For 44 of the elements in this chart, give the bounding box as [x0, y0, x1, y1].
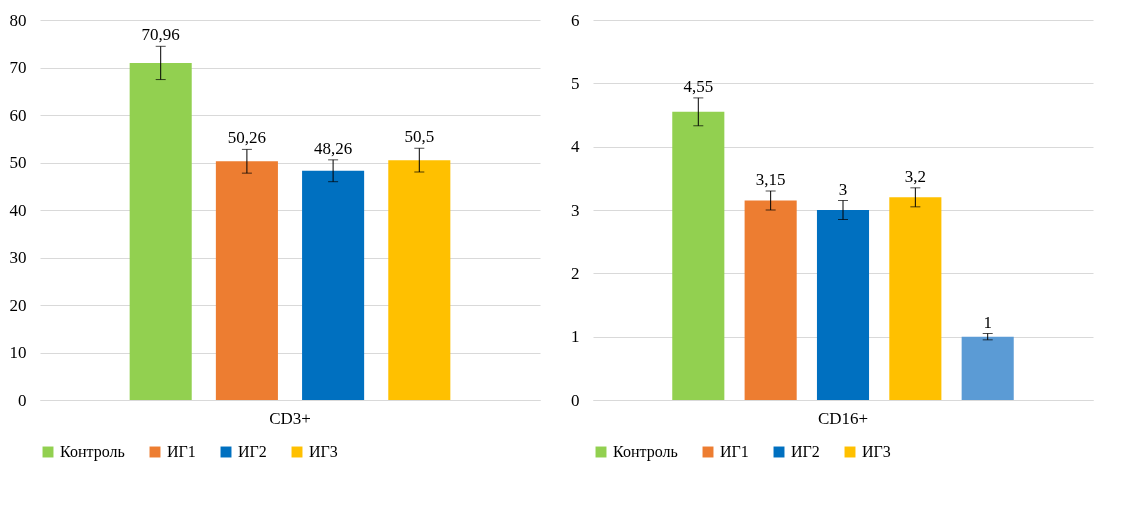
bar [215, 161, 278, 400]
bar [961, 336, 1014, 400]
data-label: 50,26 [227, 128, 267, 148]
y-tick-label: 2 [571, 263, 580, 283]
legend-label: ИГ2 [791, 443, 820, 460]
data-label: 3,2 [904, 166, 926, 186]
y-tick-label: 6 [571, 10, 580, 30]
legend-label: ИГ1 [720, 443, 749, 460]
data-label: 3,15 [755, 170, 786, 189]
y-tick-label: 50 [9, 153, 27, 172]
legend-label: Контроль [613, 443, 678, 461]
y-tick-label: 30 [9, 248, 27, 267]
y-tick-label: 20 [9, 295, 27, 315]
y-tick-label: 70 [9, 58, 27, 77]
legend-label: ИГ1 [167, 443, 196, 460]
bar [744, 200, 797, 400]
bar [129, 62, 192, 400]
data-label: 4,55 [683, 76, 714, 96]
legend-label: Контроль [60, 443, 125, 461]
legend-label: ИГ3 [862, 443, 891, 460]
y-tick-label: 40 [9, 200, 27, 220]
bar [889, 197, 942, 400]
y-tick-label: 10 [9, 343, 27, 362]
data-label: 1 [983, 312, 992, 332]
data-label: 50,5 [404, 127, 435, 147]
data-label: 3 [838, 179, 848, 199]
bar [302, 170, 365, 400]
y-tick-label: 0 [18, 390, 27, 410]
data-label: 48,26 [313, 138, 353, 158]
bar [816, 210, 870, 400]
legend-label: ИГ3 [309, 443, 338, 460]
y-tick-label: 5 [571, 73, 580, 93]
y-tick-label: 3 [571, 200, 580, 220]
y-tick-label: 1 [571, 327, 580, 347]
y-tick-label: 0 [571, 390, 580, 410]
y-tick-label: 4 [571, 137, 580, 157]
bar [388, 160, 451, 400]
legend-label: ИГ2 [238, 443, 267, 460]
data-label: 70,96 [141, 25, 180, 45]
x-tick-label: CD16+ [817, 408, 869, 428]
y-tick-label: 60 [9, 105, 27, 125]
y-tick-label: 80 [9, 10, 27, 30]
x-tick-label: CD3+ [269, 408, 311, 428]
bar [672, 111, 725, 400]
